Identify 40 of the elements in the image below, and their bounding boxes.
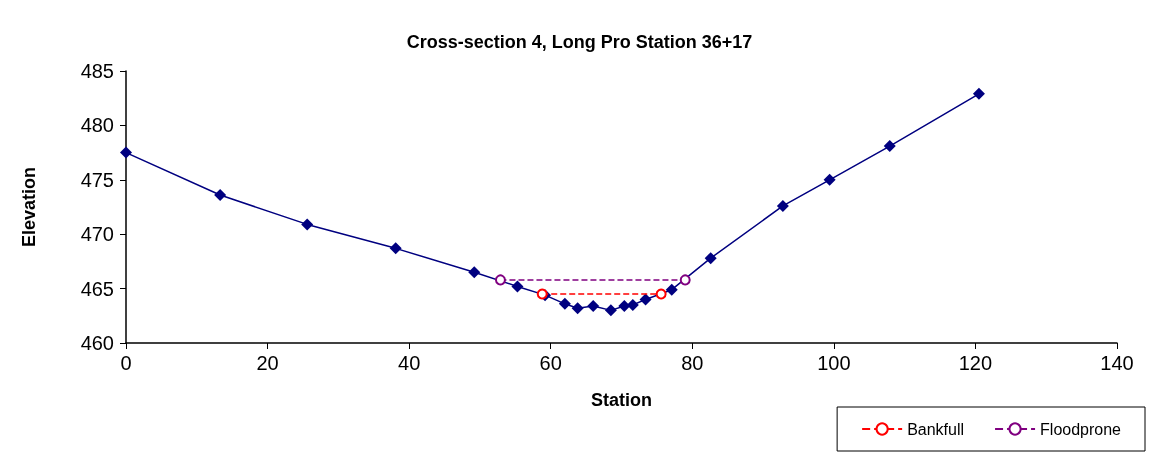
y-axis-title: Elevation [19, 166, 39, 248]
point [883, 140, 896, 153]
chart-title: Cross-section 4, Long Pro Station 36+17 [406, 32, 753, 52]
y-tick-label: 485 [80, 60, 114, 82]
x-tick-label: 0 [120, 352, 132, 374]
point [301, 218, 314, 231]
point [704, 252, 717, 265]
x-tick-label: 120 [958, 352, 993, 374]
point [494, 274, 506, 286]
x-axis-title: Station [591, 390, 652, 410]
point [120, 146, 132, 159]
y-tick-label: 465 [80, 277, 114, 300]
point [665, 283, 678, 296]
point [571, 302, 584, 315]
x-tick-label: 80 [681, 352, 704, 374]
x-tick-label: 60 [539, 352, 562, 374]
x-tick-label: 100 [817, 352, 851, 374]
point [511, 280, 524, 293]
point [214, 189, 227, 202]
point [389, 242, 402, 255]
x-tick-label: 140 [1100, 352, 1134, 374]
x-tick-label: 20 [256, 352, 279, 374]
point [587, 300, 600, 313]
point [679, 274, 691, 286]
x-tick-label: 40 [398, 352, 421, 374]
y-tick-label: 470 [80, 223, 114, 246]
point [536, 288, 548, 300]
y-tick-label: 475 [80, 168, 114, 191]
point [639, 293, 652, 306]
point [655, 288, 667, 300]
point [972, 87, 985, 100]
legend-label: Bankfull [907, 420, 965, 438]
legend-label: Floodprone [1040, 420, 1122, 438]
point [776, 199, 789, 212]
y-tick-label: 460 [80, 332, 114, 354]
point [604, 304, 617, 317]
y-tick-label: 480 [80, 114, 114, 137]
point [558, 297, 571, 310]
point [468, 266, 481, 279]
point [823, 173, 836, 186]
